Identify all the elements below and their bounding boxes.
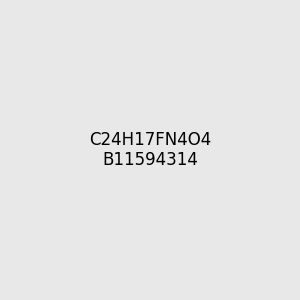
- Text: C24H17FN4O4
B11594314: C24H17FN4O4 B11594314: [89, 130, 211, 170]
